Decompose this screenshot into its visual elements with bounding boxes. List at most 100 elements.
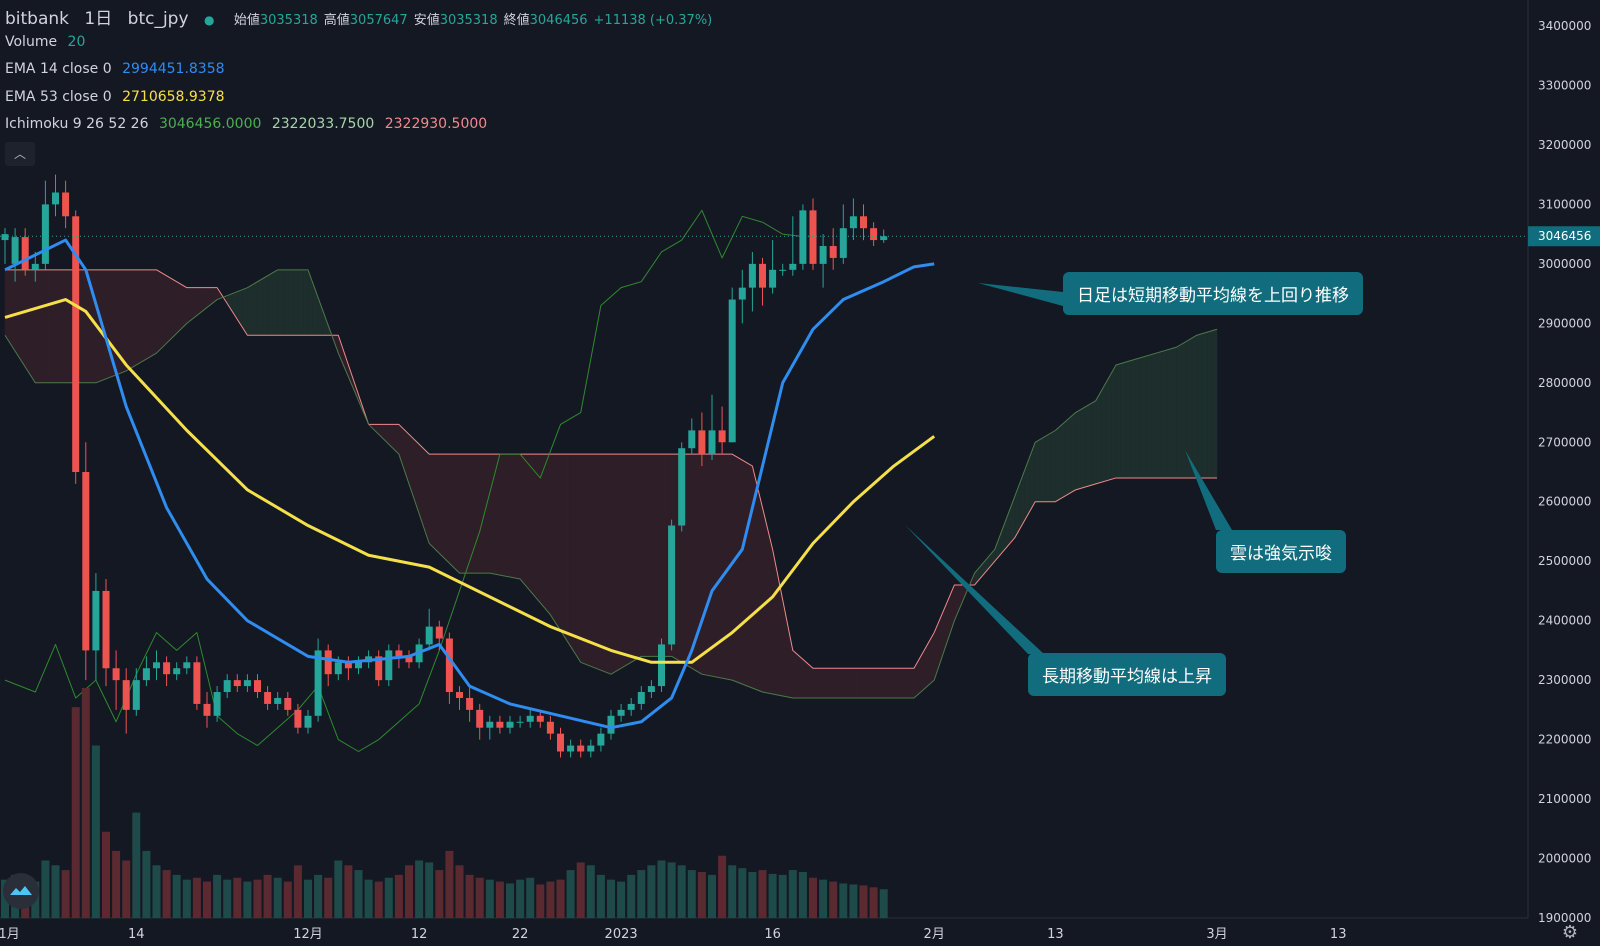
volume-bar — [788, 870, 797, 918]
cloud-segment — [509, 453, 516, 579]
cloud-segment — [1161, 349, 1167, 479]
cloud-segment — [640, 453, 647, 657]
candle-body — [870, 228, 878, 241]
ema14-legend[interactable]: EMA 14 close 0 2994451.8358 — [5, 61, 231, 77]
volume-legend[interactable]: Volume 20 — [5, 34, 91, 50]
candle-body — [52, 192, 59, 205]
x-tick-label: 14 — [128, 927, 145, 942]
cloud-segment — [257, 278, 263, 336]
cloud-segment — [272, 269, 279, 336]
cloud-segment — [757, 486, 763, 693]
volume-bar — [465, 874, 474, 918]
cloud-segment — [1075, 409, 1081, 491]
candle-body — [546, 721, 554, 734]
cloud-segment — [893, 667, 900, 699]
volume-bar — [152, 865, 161, 918]
gear-icon[interactable]: ⚙ — [1561, 922, 1578, 943]
tradingview-logo-icon[interactable] — [3, 873, 39, 909]
candle-body — [92, 590, 100, 651]
cloud-segment — [1181, 340, 1187, 479]
x-tick-label: 12月 — [293, 927, 323, 942]
volume-bar — [405, 865, 413, 918]
candle-body — [31, 263, 39, 270]
candle-body — [647, 686, 655, 693]
candle-body — [375, 656, 383, 681]
volume-bar — [687, 870, 696, 918]
cloud-segment — [731, 453, 738, 683]
x-tick-label: 13 — [1330, 927, 1347, 942]
x-tick-label: 2023 — [605, 927, 638, 942]
candle-body — [153, 662, 160, 669]
volume-bar — [112, 850, 121, 918]
ohlc-label: 終値 — [503, 13, 530, 28]
cloud-segment — [721, 453, 728, 680]
y-tick-label: 2300000 — [1538, 673, 1591, 687]
y-tick-label: 3000000 — [1538, 257, 1591, 271]
interval-label[interactable]: 1日 — [84, 9, 113, 29]
pair-name[interactable]: btc_jpy — [127, 9, 189, 29]
volume-bar — [384, 877, 393, 918]
cloud-segment — [34, 269, 41, 384]
candle-body — [567, 745, 575, 752]
volume-bar — [192, 877, 201, 918]
cloud-segment — [156, 269, 162, 354]
cloud-segment — [605, 453, 612, 675]
candle-body — [445, 638, 453, 693]
ohlc-label: 始値 — [233, 13, 260, 28]
cloud-segment — [918, 649, 925, 695]
cloud-segment — [1110, 363, 1117, 480]
cloud-segment — [151, 269, 157, 357]
cloud-segment — [449, 453, 455, 569]
cloud-segment — [595, 453, 602, 671]
candle-body — [163, 662, 171, 675]
candle-body — [789, 263, 797, 270]
cloud-segment — [307, 269, 314, 336]
cloud-segment — [125, 269, 132, 372]
volume-bar — [748, 872, 757, 918]
candle-body — [243, 680, 251, 687]
annotation-pointer-long-ma — [905, 525, 1044, 654]
cloud-segment — [181, 284, 188, 330]
cloud-segment — [863, 667, 869, 699]
cloud-segment — [550, 453, 556, 624]
volume-bar — [172, 874, 181, 918]
candle-body — [132, 680, 140, 710]
x-tick-label: 13 — [1047, 927, 1064, 942]
volume-bar — [81, 688, 90, 918]
chevron-up-icon[interactable]: ︿ — [5, 142, 35, 166]
cloud-segment — [570, 453, 576, 656]
cloud-segment — [277, 269, 284, 336]
cloud-segment — [302, 269, 309, 336]
volume-bar — [647, 865, 656, 918]
cloud-segment — [898, 667, 905, 699]
cloud-segment — [1039, 435, 1046, 503]
current-price-badge — [1528, 226, 1600, 247]
candle-body — [718, 430, 726, 443]
volume-bar — [657, 860, 666, 918]
y-tick-label: 2100000 — [1538, 792, 1591, 806]
candle-body — [183, 662, 191, 669]
cloud-segment — [166, 275, 172, 344]
cloud-segment — [1019, 468, 1026, 530]
volume-bar — [415, 860, 424, 918]
candle-body — [142, 668, 150, 681]
cloud-segment — [1034, 438, 1041, 503]
candle-body — [688, 430, 696, 449]
ichimoku-legend[interactable]: Ichimoku 9 26 52 26 3046456.0000 2322033… — [5, 116, 493, 132]
cloud-segment — [267, 272, 273, 336]
cloud-segment — [802, 658, 809, 699]
y-tick-label: 2400000 — [1538, 614, 1591, 628]
volume-bar — [314, 874, 323, 918]
cloud-segment — [196, 287, 203, 317]
cloud-segment — [1211, 328, 1218, 479]
ema14-line — [4, 238, 935, 730]
ema53-value: 2710658.9378 — [122, 89, 225, 105]
cloud-segment — [237, 289, 243, 329]
cloud-segment — [620, 453, 627, 669]
volume-bar — [51, 865, 60, 918]
cloud-segment — [560, 453, 566, 640]
exchange-name[interactable]: bitbank — [5, 9, 70, 29]
ema53-legend[interactable]: EMA 53 close 0 2710658.9378 — [5, 89, 231, 105]
cloud-segment — [499, 453, 506, 577]
